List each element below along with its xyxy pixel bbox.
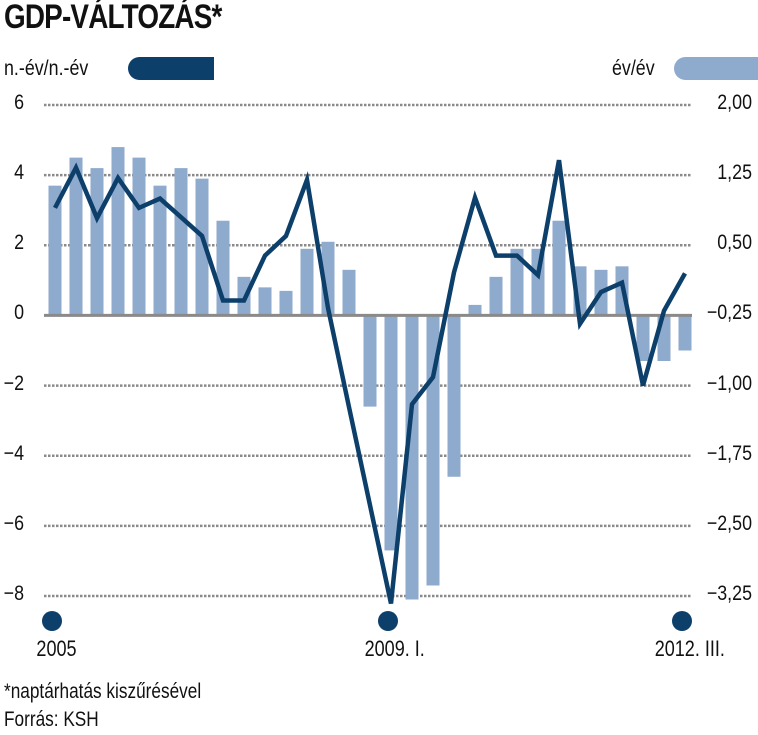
x-tick-marker: [378, 611, 398, 631]
bar: [363, 315, 377, 407]
legend-line-swatch: [128, 57, 214, 80]
right-axis-tick: −1,75: [706, 441, 752, 465]
bar: [405, 315, 419, 600]
left-axis-tick: 4: [14, 161, 24, 185]
right-axis-tick: 2,00: [717, 91, 752, 114]
left-axis-tick: −6: [3, 511, 24, 535]
bar: [132, 157, 146, 316]
x-axis-tick-label: 2005: [36, 636, 77, 661]
x-axis-tick-label: 2012. III.: [654, 636, 725, 661]
legend-line-label: n.-év/n.-év: [4, 57, 89, 80]
bar: [384, 315, 398, 551]
bar: [552, 220, 566, 316]
bar: [468, 304, 482, 316]
right-axis-tick: −2,50: [706, 511, 752, 535]
right-axis-tick: −0,25: [706, 301, 752, 325]
bar: [153, 185, 167, 316]
bar: [678, 315, 692, 351]
bar: [489, 276, 503, 316]
bar: [48, 185, 62, 316]
x-axis-tick-label: 2009. I.: [364, 636, 425, 661]
legend-bar-label: év/év: [612, 57, 655, 80]
bar: [90, 168, 104, 316]
bar: [510, 248, 524, 316]
left-axis-tick: 6: [14, 91, 24, 114]
x-tick-marker: [672, 611, 692, 631]
bar: [279, 290, 293, 316]
source-note: Forrás: KSH: [4, 708, 99, 731]
bar: [447, 315, 461, 477]
left-axis-tick: −8: [3, 582, 24, 605]
bar: [111, 147, 125, 316]
bar: [636, 315, 650, 362]
bar: [342, 269, 356, 316]
bar: [69, 157, 83, 316]
right-axis-tick: −3,25: [706, 582, 752, 605]
bar: [195, 178, 209, 316]
bar: [300, 248, 314, 316]
x-tick-marker: [42, 611, 62, 631]
right-axis-tick: 0,50: [717, 231, 752, 255]
right-axis-tick: −1,00: [706, 371, 752, 395]
bar: [258, 287, 272, 316]
left-axis-tick: 2: [14, 231, 24, 255]
legend-bar-swatch: [674, 57, 758, 80]
footnote: *naptárhatás kiszűrésével: [4, 680, 202, 703]
left-axis-tick: −2: [3, 371, 24, 395]
bar: [174, 168, 188, 316]
right-axis-tick: 1,25: [717, 161, 752, 185]
chart-title: GDP-VÁLTOZÁS*: [4, 0, 222, 36]
left-axis-tick: 0: [14, 301, 24, 325]
left-axis-tick: −4: [3, 441, 24, 465]
